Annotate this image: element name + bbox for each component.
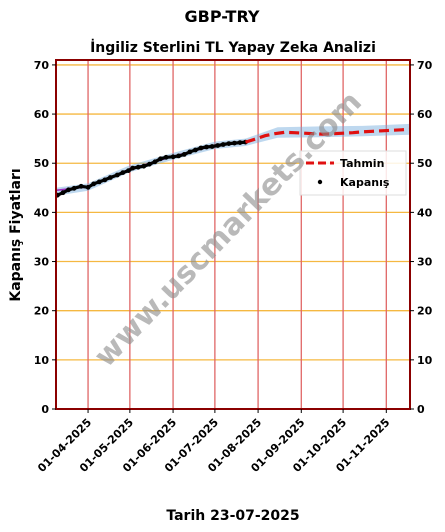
y-tick-label: 50: [34, 157, 50, 170]
y-tick-label: 0: [41, 403, 49, 416]
legend: Tahmin Kapanış: [299, 150, 407, 196]
y-tick-label: 70: [417, 59, 433, 72]
legend-box: [299, 150, 407, 196]
y-tick-label: 20: [34, 305, 50, 318]
vertical-gridlines: [87, 60, 387, 409]
y-tick-label: 70: [34, 59, 50, 72]
closing-price-trace: [56, 140, 246, 197]
y-tick-label: 40: [417, 206, 433, 219]
y-axis-left: 0 10 20 30 40 50 60 70: [34, 59, 56, 416]
x-axis: 01-04-202501-05-202501-06-202501-07-2025…: [35, 409, 392, 475]
y-tick-label: 10: [34, 354, 50, 367]
closing-price-points: [55, 139, 248, 198]
y-tick-label: 0: [417, 403, 425, 416]
legend-forecast-label: Tahmin: [340, 157, 384, 170]
legend-close-swatch: [317, 179, 323, 185]
y-tick-label: 10: [417, 354, 433, 367]
x-axis-label: Tarih 23-07-2025: [166, 508, 299, 524]
y-tick-label: 30: [417, 256, 433, 269]
y-tick-label: 20: [417, 305, 433, 318]
confidence-band: [56, 123, 410, 196]
legend-close-label: Kapanış: [340, 176, 390, 189]
y-tick-label: 50: [417, 157, 433, 170]
plot-frame: [55, 59, 411, 410]
y-axis-right: 0 10 20 30 40 50 60 70: [410, 59, 433, 416]
forecast-line: [245, 127, 411, 144]
y-tick-label: 60: [34, 108, 50, 121]
y-tick-label: 40: [34, 206, 50, 219]
plot-background: [56, 60, 410, 409]
y-axis-label: Kapanış Fiyatları: [8, 168, 24, 301]
y-tick-label: 30: [34, 256, 50, 269]
y-tick-label: 60: [417, 108, 433, 121]
plot-area: [55, 59, 411, 410]
chart-title: GBP-TRY: [184, 7, 259, 26]
chart-subtitle: İngiliz Sterlini TL Yapay Zeka Analizi: [90, 39, 376, 56]
